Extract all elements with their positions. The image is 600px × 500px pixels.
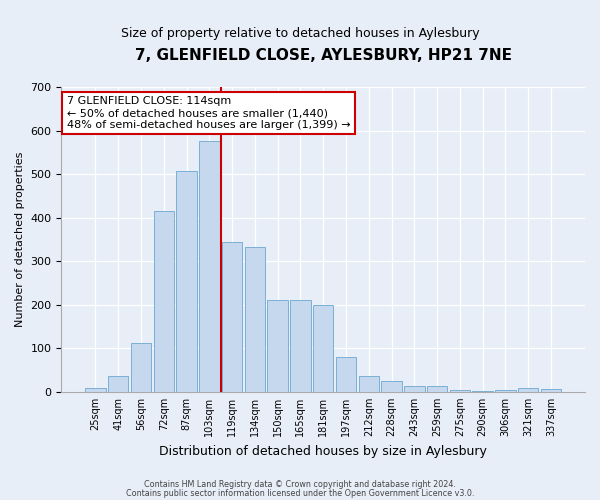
Bar	[381, 381, 402, 392]
Bar	[359, 376, 379, 392]
Bar	[131, 342, 151, 392]
Bar	[290, 300, 311, 392]
Bar	[108, 376, 128, 392]
Bar	[154, 212, 174, 392]
Bar	[427, 386, 448, 392]
Bar	[518, 388, 538, 392]
Text: Size of property relative to detached houses in Aylesbury: Size of property relative to detached ho…	[121, 28, 479, 40]
Title: 7, GLENFIELD CLOSE, AYLESBURY, HP21 7NE: 7, GLENFIELD CLOSE, AYLESBURY, HP21 7NE	[135, 48, 512, 62]
Bar	[313, 305, 334, 392]
Bar	[336, 357, 356, 392]
Text: 7 GLENFIELD CLOSE: 114sqm
← 50% of detached houses are smaller (1,440)
48% of se: 7 GLENFIELD CLOSE: 114sqm ← 50% of detac…	[67, 96, 350, 130]
Bar	[404, 386, 425, 392]
Bar	[268, 300, 288, 392]
Bar	[495, 390, 515, 392]
Bar	[222, 242, 242, 392]
X-axis label: Distribution of detached houses by size in Aylesbury: Distribution of detached houses by size …	[159, 444, 487, 458]
Bar	[449, 390, 470, 392]
Bar	[176, 171, 197, 392]
Text: Contains public sector information licensed under the Open Government Licence v3: Contains public sector information licen…	[126, 488, 474, 498]
Bar	[199, 141, 220, 392]
Bar	[541, 389, 561, 392]
Bar	[85, 388, 106, 392]
Text: Contains HM Land Registry data © Crown copyright and database right 2024.: Contains HM Land Registry data © Crown c…	[144, 480, 456, 489]
Bar	[245, 247, 265, 392]
Y-axis label: Number of detached properties: Number of detached properties	[15, 152, 25, 327]
